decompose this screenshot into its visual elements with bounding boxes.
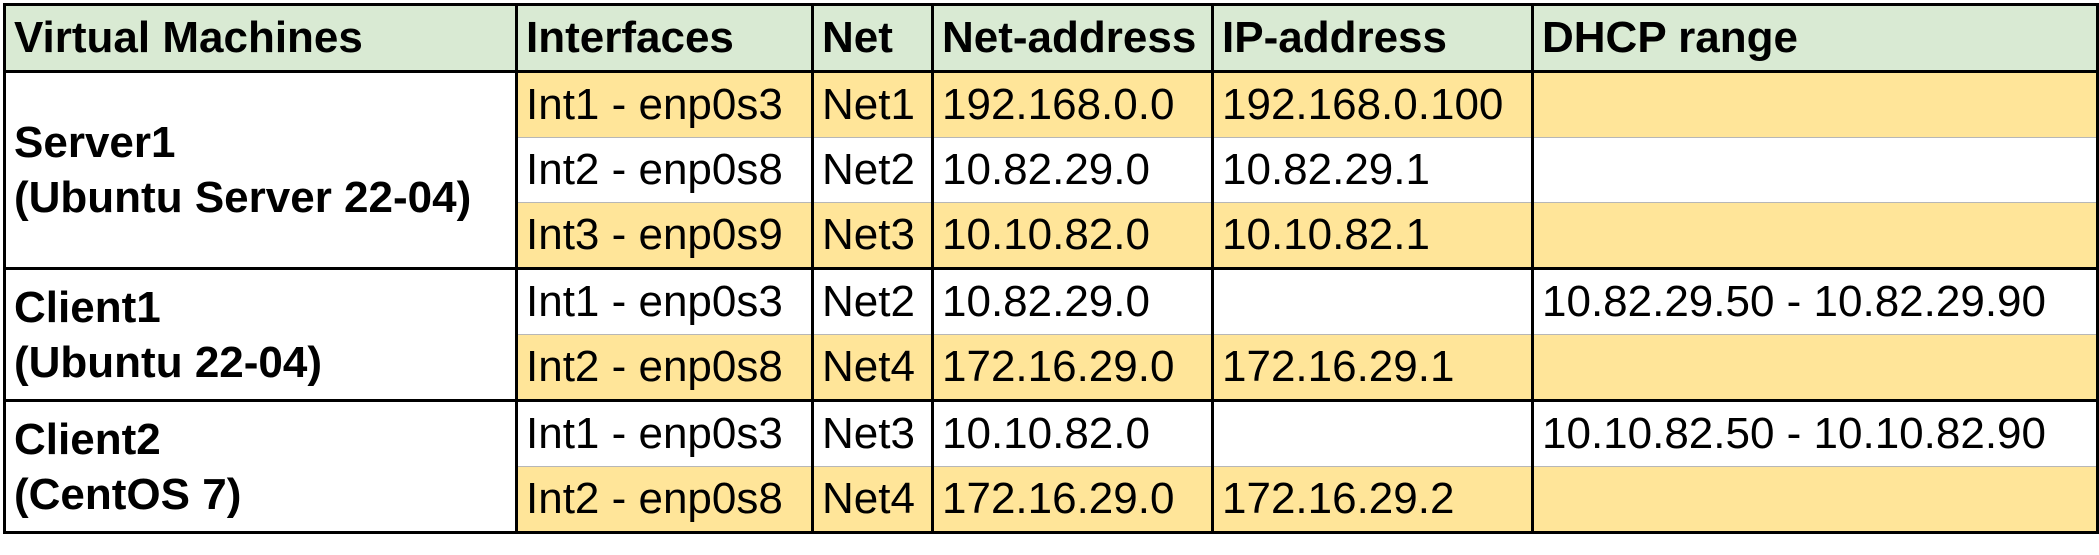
dhcp-range-cell [1531,466,2099,534]
interface-cell: Int1 - enp0s3 [515,70,814,138]
interface-cell: Int2 - enp0s8 [515,334,814,402]
interface-cell: Int3 - enp0s9 [515,202,814,270]
interface-cell: Int1 - enp0s3 [515,399,814,467]
net-cell: Net3 [811,202,934,270]
vm-os: (Ubuntu Server 22-04) [14,173,472,222]
interface-cell: Int2 - enp0s8 [515,466,814,534]
table-row: Int2 - enp0s8 Net2 10.82.29.0 10.82.29.1 [5,137,2099,203]
ip-address-cell [1211,267,1534,335]
header-net: Net [811,3,934,73]
net-cell: Net4 [811,466,934,534]
net-address-cell: 10.82.29.0 [931,137,1214,203]
net-address-cell: 192.168.0.0 [931,70,1214,138]
vm-cell-server1: Server1 (Ubuntu Server 22-04) [3,70,518,270]
net-address-cell: 172.16.29.0 [931,466,1214,534]
vm-network-table: Virtual Machines Interfaces Net Net-addr… [3,3,2099,534]
header-ip-address: IP-address [1211,3,1534,73]
ip-address-cell: 172.16.29.2 [1211,466,1534,534]
net-cell: Net2 [811,267,934,335]
dhcp-range-cell [1531,202,2099,270]
ip-address-cell: 192.168.0.100 [1211,70,1534,138]
table-row: Int3 - enp0s9 Net3 10.10.82.0 10.10.82.1 [5,202,2099,270]
vm-os: (CentOS 7) [14,469,242,519]
header-net-address: Net-address [931,3,1214,73]
ip-address-cell: 10.82.29.1 [1211,137,1534,203]
dhcp-range-cell: 10.82.29.50 - 10.82.29.90 [1531,267,2099,335]
net-address-cell: 10.10.82.0 [931,399,1214,467]
header-dhcp-range: DHCP range [1531,3,2099,73]
table-row: Client2 (CentOS 7) Int1 - enp0s3 Net3 10… [3,399,2099,534]
dhcp-range-cell [1531,70,2099,138]
net-address-cell: 172.16.29.0 [931,334,1214,402]
net-cell: Net4 [811,334,934,402]
interface-cell: Int2 - enp0s8 [515,137,814,203]
vm-name: Client1 [14,282,161,332]
vm-os: (Ubuntu 22-04) [14,337,322,387]
table-row: Server1 (Ubuntu Server 22-04) Int1 - enp… [3,70,2099,270]
ip-address-cell [1211,399,1534,467]
net-cell: Net1 [811,70,934,138]
net-cell: Net2 [811,137,934,203]
net-address-cell: 10.82.29.0 [931,267,1214,335]
ip-address-cell: 172.16.29.1 [1211,334,1534,402]
table-row: Int2 - enp0s8 Net4 172.16.29.0 172.16.29… [5,334,2099,402]
dhcp-range-cell: 10.10.82.50 - 10.10.82.90 [1531,399,2099,467]
dhcp-range-cell [1531,137,2099,203]
table-row: Int2 - enp0s8 Net4 172.16.29.0 172.16.29… [5,466,2099,534]
table-row: Client1 (Ubuntu 22-04) Int1 - enp0s3 Net… [3,267,2099,402]
header-interfaces: Interfaces [515,3,814,73]
header-row: Virtual Machines Interfaces Net Net-addr… [3,3,2099,73]
header-virtual-machines: Virtual Machines [3,3,518,73]
vm-cell-client2: Client2 (CentOS 7) [3,399,518,534]
vm-cell-client1: Client1 (Ubuntu 22-04) [3,267,518,402]
interface-cell: Int1 - enp0s3 [515,267,814,335]
net-address-cell: 10.10.82.0 [931,202,1214,270]
net-cell: Net3 [811,399,934,467]
ip-address-cell: 10.10.82.1 [1211,202,1534,270]
vm-name: Client2 [14,414,161,464]
dhcp-range-cell [1531,334,2099,402]
vm-name: Server1 [14,118,176,167]
